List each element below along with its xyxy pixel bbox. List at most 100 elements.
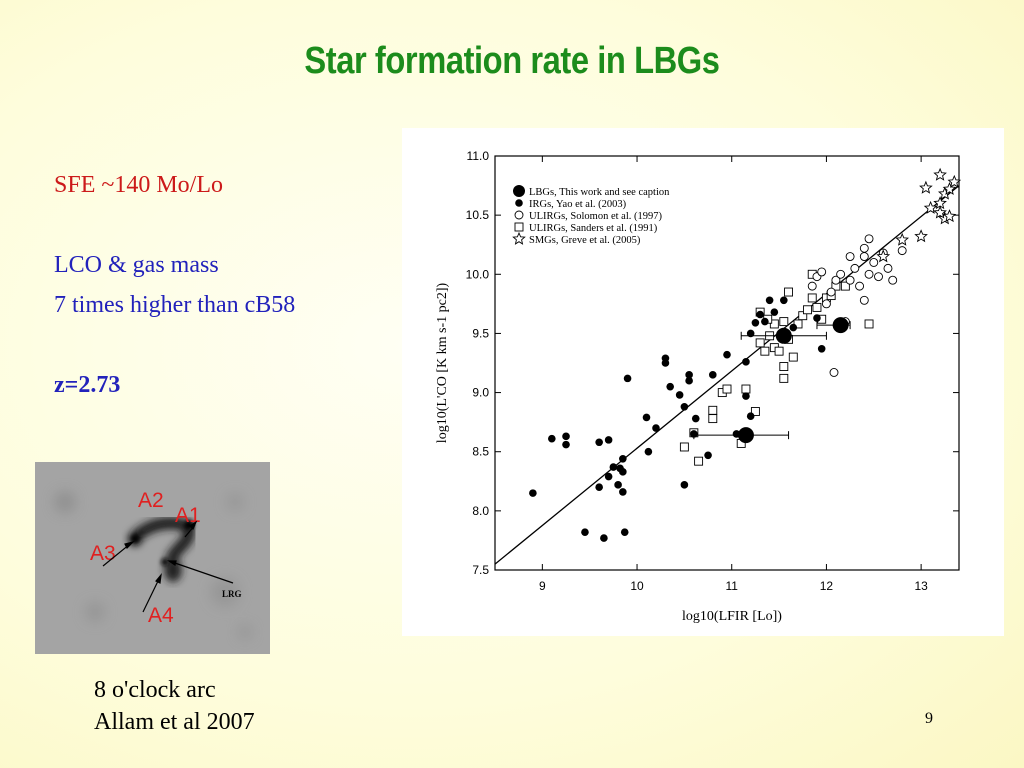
slide-title: Star formation rate in LBGs [304, 40, 720, 82]
x-tick-label: 10 [630, 579, 644, 593]
legend-label: ULIRGs, Sanders et al. (1991) [529, 223, 658, 234]
irg-point [652, 424, 660, 432]
irg-point [644, 447, 653, 456]
smg-point [947, 174, 962, 188]
sanders-point [798, 311, 808, 321]
sanders-point [679, 442, 689, 452]
sanders-point [779, 317, 789, 327]
caption-line1: 8 o'clock arc [94, 677, 216, 703]
solomon-point [845, 252, 855, 261]
smg-point [876, 249, 891, 263]
solomon-point [897, 246, 907, 256]
y-tick-label: 10.0 [466, 267, 490, 281]
solomon-point [807, 281, 817, 291]
sanders-point [755, 338, 765, 348]
smg-point [914, 229, 928, 243]
y-axis-label: log10(L'CO [K km s-1 pc2]) [435, 282, 450, 443]
irg-point [666, 382, 674, 391]
solomon-point [850, 263, 860, 273]
solomon-point [883, 263, 893, 273]
irg-point [609, 463, 618, 471]
solomon-point [836, 269, 846, 279]
irg-point [600, 534, 608, 542]
irg-point [708, 371, 717, 379]
solomon-point [855, 281, 865, 291]
irg-point [661, 354, 670, 363]
irg-point [619, 468, 627, 476]
irg-point [761, 317, 769, 326]
y-tick-label: 10.5 [466, 208, 490, 222]
sfe-text: SFE ~140 Mo/Lo [54, 172, 224, 198]
sanders-point [779, 373, 789, 383]
irg-point [723, 350, 731, 359]
data-points [529, 167, 962, 542]
irg-point [680, 481, 689, 489]
irg-point [604, 472, 613, 481]
irg-point [756, 310, 764, 319]
irg-point [614, 481, 622, 489]
irg-point [765, 296, 774, 305]
fit-line [494, 185, 960, 565]
label-lrg: LRG [222, 589, 242, 599]
legend-marker [513, 185, 525, 197]
legend-label: ULIRGs, Solomon et al. (1997) [529, 211, 662, 222]
irg-point [595, 483, 603, 492]
x-tick-label: 13 [914, 579, 928, 593]
sanders-point [769, 319, 779, 329]
irg-point [604, 436, 613, 444]
sanders-point [741, 384, 751, 394]
sanders-point [708, 405, 718, 415]
irg-point [623, 374, 632, 383]
irg-point [691, 414, 700, 423]
irg-point [562, 440, 570, 449]
irg-point [742, 358, 750, 366]
sanders-point [807, 293, 817, 303]
label-a2: A2 [138, 489, 164, 512]
y-tick-label: 11.0 [467, 149, 490, 163]
sanders-point [840, 281, 850, 291]
irg-point [685, 371, 693, 379]
sanders-point [864, 319, 874, 329]
smg-point [942, 181, 957, 195]
irg-point [595, 438, 603, 447]
solomon-point [874, 272, 883, 282]
solomon-point [514, 210, 524, 220]
irg-point [746, 412, 755, 421]
sanders-point [722, 384, 732, 394]
caption-line2: Allam et al 2007 [94, 709, 255, 735]
irg-point [680, 402, 689, 411]
label-a4: A4 [148, 604, 174, 627]
sanders-point [694, 456, 704, 466]
solomon-point [869, 258, 879, 267]
arc-image-background [35, 462, 270, 654]
x-tick-label: 9 [539, 579, 546, 593]
image-arrows [102, 520, 234, 613]
irg-point [685, 376, 693, 385]
irg-point [817, 345, 826, 353]
lco-text-line2: 7 times higher than cB58 [54, 292, 296, 318]
y-tick-label: 7.5 [472, 563, 489, 577]
y-tick-label: 9.5 [472, 326, 489, 340]
irg-point [789, 323, 798, 332]
image-caption: 8 o'clock arc Allam et al 2007 [94, 674, 255, 738]
sanders-point [708, 414, 718, 424]
sanders-point [788, 352, 798, 362]
y-axis: 7.5 8.0 8.5 9.0 9.5 10.0 10.5 11.0 [466, 149, 959, 577]
solomon-point [817, 267, 827, 277]
page-number: 9 [925, 710, 933, 727]
smg-point [923, 200, 938, 214]
smg-point [895, 232, 910, 246]
lbg-point [775, 327, 792, 344]
y-tick-label: 8.0 [472, 504, 489, 518]
label-a3: A3 [90, 542, 116, 565]
lbg-point [737, 427, 754, 444]
irg-point [619, 488, 627, 496]
smg-point [919, 180, 933, 194]
solomon-point [864, 269, 874, 279]
x-axis-label: log10(LFIR [Lo]) [682, 609, 782, 624]
solomon-point [864, 234, 874, 244]
irg-point [515, 199, 523, 207]
solomon-point [888, 275, 898, 285]
irg-point [581, 528, 589, 536]
